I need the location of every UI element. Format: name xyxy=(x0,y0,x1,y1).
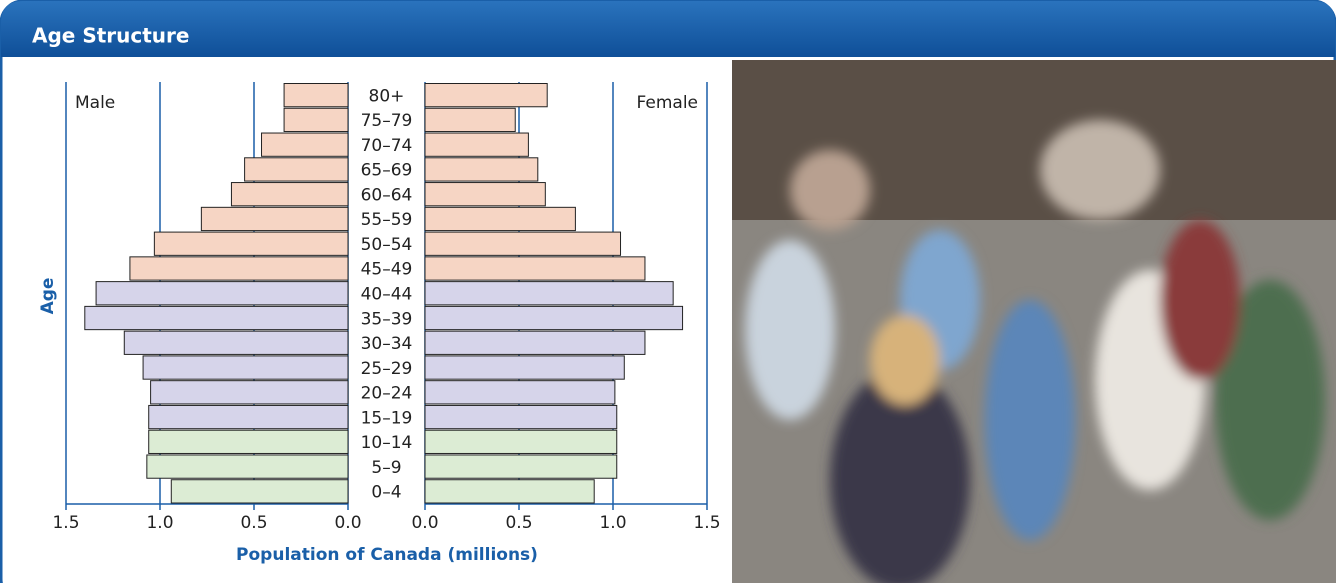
bar xyxy=(245,158,348,181)
x-tick-label: 0.0 xyxy=(411,513,438,533)
bar xyxy=(130,257,348,280)
category-label: 35–39 xyxy=(361,309,413,329)
category-label: 15–19 xyxy=(361,408,413,428)
bar xyxy=(425,356,624,379)
category-label: 10–14 xyxy=(361,433,413,453)
bar xyxy=(425,405,617,428)
x-axis-label: Population of Canada (millions) xyxy=(236,545,538,565)
series-label: Female xyxy=(637,93,698,113)
bar xyxy=(149,405,348,428)
category-label: 45–49 xyxy=(361,260,413,280)
bar xyxy=(284,84,348,107)
x-tick-label: 0.5 xyxy=(505,513,532,533)
bar xyxy=(262,133,348,156)
header-bar xyxy=(1,1,1335,57)
bar xyxy=(425,455,617,478)
bar xyxy=(425,331,645,354)
x-tick-label: 0.5 xyxy=(240,513,267,533)
category-label: 80+ xyxy=(369,86,405,106)
y-axis-label: Age xyxy=(38,278,58,315)
category-label: 5–9 xyxy=(371,458,401,478)
category-label: 50–54 xyxy=(361,235,413,255)
bar xyxy=(154,232,348,255)
bar xyxy=(124,331,348,354)
category-label: 70–74 xyxy=(361,136,413,156)
bar xyxy=(284,108,348,131)
bar xyxy=(425,84,547,107)
bar xyxy=(147,455,348,478)
photo xyxy=(732,60,1336,583)
bar xyxy=(425,381,615,404)
figure: Age Structure Age Population of Canada (… xyxy=(0,0,1336,583)
category-label: 65–69 xyxy=(361,161,413,181)
bar xyxy=(425,480,594,503)
series-label: Male xyxy=(75,93,115,113)
bar xyxy=(425,158,538,181)
category-label: 0–4 xyxy=(371,483,401,503)
bar xyxy=(151,381,348,404)
bar xyxy=(231,183,348,206)
category-label: 75–79 xyxy=(361,111,413,131)
bar xyxy=(85,306,348,329)
category-label: 25–29 xyxy=(361,359,413,379)
bar xyxy=(149,430,348,453)
bar xyxy=(425,306,683,329)
category-label: 30–34 xyxy=(361,334,413,354)
category-label: 55–59 xyxy=(361,210,413,230)
bar xyxy=(425,133,528,156)
x-tick-label: 1.5 xyxy=(693,513,720,533)
category-label: 60–64 xyxy=(361,185,413,205)
bar xyxy=(425,183,545,206)
bar xyxy=(425,232,621,255)
bar xyxy=(171,480,348,503)
chart-title: Age Structure xyxy=(32,24,189,48)
bar xyxy=(425,282,673,305)
category-label: 40–44 xyxy=(361,285,413,305)
x-tick-label: 1.0 xyxy=(146,513,173,533)
bar xyxy=(425,430,617,453)
bar xyxy=(425,207,575,230)
x-tick-label: 0.0 xyxy=(334,513,361,533)
bar xyxy=(96,282,348,305)
x-tick-label: 1.0 xyxy=(599,513,626,533)
x-tick-label: 1.5 xyxy=(52,513,79,533)
bar xyxy=(425,108,515,131)
bar xyxy=(425,257,645,280)
bar xyxy=(143,356,348,379)
bar xyxy=(201,207,348,230)
category-label: 20–24 xyxy=(361,384,413,404)
